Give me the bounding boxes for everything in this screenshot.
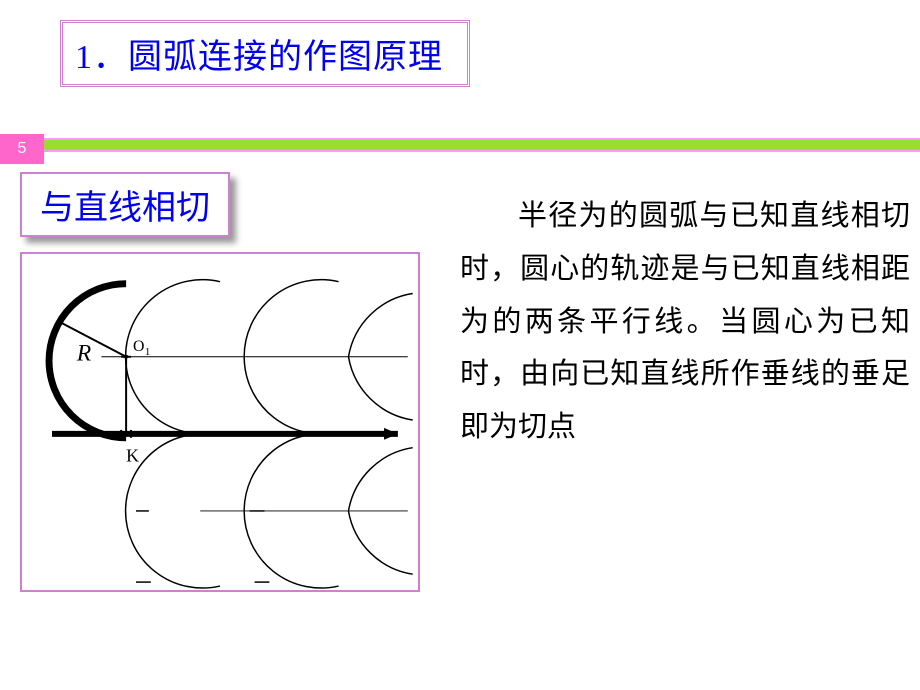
diagram-svg: R O 1 K: [22, 254, 418, 590]
page-number: 5: [18, 140, 27, 158]
subtitle: 与直线相切: [40, 190, 210, 227]
label-o1: O: [133, 338, 144, 355]
label-r: R: [76, 341, 92, 367]
label-k: K: [126, 446, 139, 466]
body-text: 半径为的圆弧与已知直线相切时，圆心的轨迹是与已知直线相距为的两条平行线。当圆心为…: [460, 190, 910, 454]
subtitle-box: 与直线相切: [20, 172, 230, 237]
title-box: 1．圆弧连接的作图原理: [60, 20, 470, 87]
label-o1-sub: 1: [145, 346, 150, 358]
tangent-diagram: R O 1 K: [20, 252, 420, 592]
divider-bar: [0, 138, 920, 152]
page-title: 1．圆弧连接的作图原理: [75, 39, 443, 76]
page-number-badge: 5: [0, 134, 44, 164]
